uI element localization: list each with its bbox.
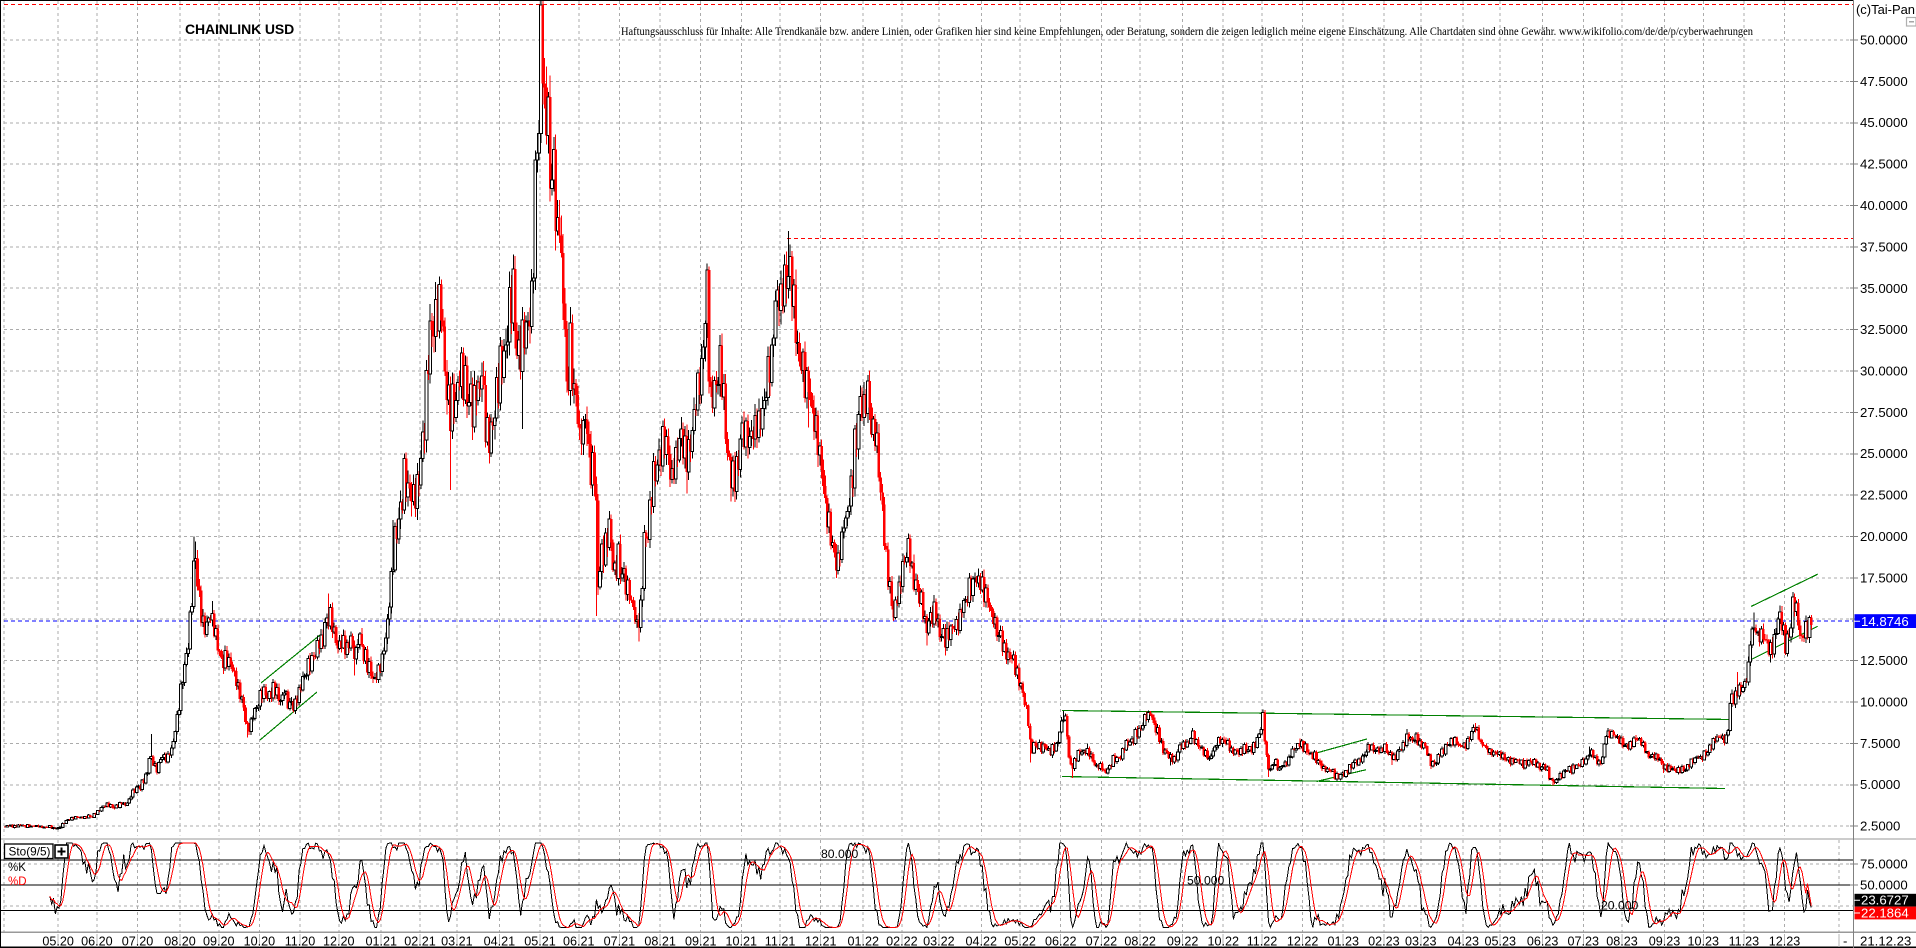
svg-text:06.22: 06.22 <box>1045 934 1077 948</box>
svg-text:01.22: 01.22 <box>847 934 879 948</box>
svg-text:-: - <box>1843 934 1847 948</box>
svg-text:12.22: 12.22 <box>1287 934 1319 948</box>
svg-text:09.20: 09.20 <box>203 934 235 948</box>
svg-text:06.21: 06.21 <box>563 934 595 948</box>
svg-text:5.0000: 5.0000 <box>1860 777 1900 792</box>
svg-text:07.22: 07.22 <box>1086 934 1118 948</box>
svg-text:09.22: 09.22 <box>1167 934 1199 948</box>
svg-text:11.20: 11.20 <box>285 934 316 948</box>
svg-text:01.21: 01.21 <box>365 934 397 948</box>
svg-text:01.23: 01.23 <box>1327 934 1359 948</box>
svg-text:20.000: 20.000 <box>1601 899 1638 913</box>
svg-text:07.21: 07.21 <box>604 934 636 948</box>
svg-text:22.5000: 22.5000 <box>1860 488 1908 503</box>
svg-text:CHAINLINK USD: CHAINLINK USD <box>185 21 294 37</box>
svg-text:2.5000: 2.5000 <box>1860 819 1900 834</box>
svg-text:08.23: 08.23 <box>1606 934 1638 948</box>
svg-text:14.8746: 14.8746 <box>1861 614 1909 629</box>
svg-text:50.0000: 50.0000 <box>1860 878 1908 893</box>
svg-text:12.20: 12.20 <box>323 934 355 948</box>
svg-text:21.12.23: 21.12.23 <box>1860 934 1911 948</box>
svg-text:32.5000: 32.5000 <box>1860 322 1908 337</box>
svg-text:12.5000: 12.5000 <box>1860 653 1908 668</box>
svg-text:45.0000: 45.0000 <box>1860 115 1908 130</box>
svg-text:22.1864: 22.1864 <box>1861 905 1909 920</box>
svg-text:Sto(9/5): Sto(9/5) <box>9 845 51 859</box>
svg-text:23.6727: 23.6727 <box>1861 893 1909 908</box>
svg-text:07.20: 07.20 <box>122 934 154 948</box>
svg-text:04.23: 04.23 <box>1447 934 1479 948</box>
svg-text:02.22: 02.22 <box>886 934 918 948</box>
svg-text:30.0000: 30.0000 <box>1860 364 1908 379</box>
svg-text:05.20: 05.20 <box>42 934 74 948</box>
svg-text:75.0000: 75.0000 <box>1860 857 1908 872</box>
svg-text:12.21: 12.21 <box>805 934 837 948</box>
svg-text:37.5000: 37.5000 <box>1860 239 1908 254</box>
svg-text:11.23: 11.23 <box>1729 934 1760 948</box>
svg-text:04.22: 04.22 <box>966 934 998 948</box>
svg-text:50.0000: 50.0000 <box>1860 33 1908 48</box>
svg-text:09.21: 09.21 <box>685 934 717 948</box>
svg-text:10.21: 10.21 <box>726 934 758 948</box>
svg-text:47.5000: 47.5000 <box>1860 74 1908 89</box>
svg-text:03.22: 03.22 <box>923 934 955 948</box>
svg-text:20.0000: 20.0000 <box>1860 529 1908 544</box>
svg-text:03.23: 03.23 <box>1405 934 1437 948</box>
svg-text:06.23: 06.23 <box>1527 934 1559 948</box>
svg-text:10.20: 10.20 <box>244 934 276 948</box>
svg-text:27.5000: 27.5000 <box>1860 405 1908 420</box>
svg-text:10.22: 10.22 <box>1207 934 1239 948</box>
svg-text:02.23: 02.23 <box>1368 934 1400 948</box>
svg-text:11.22: 11.22 <box>1247 934 1278 948</box>
svg-text:%K: %K <box>8 862 26 874</box>
svg-text:07.23: 07.23 <box>1568 934 1600 948</box>
svg-text:7.5000: 7.5000 <box>1860 736 1900 751</box>
svg-text:04.21: 04.21 <box>484 934 516 948</box>
svg-text:35.0000: 35.0000 <box>1860 281 1908 296</box>
svg-text:08.21: 08.21 <box>644 934 676 948</box>
svg-text:Haftungsausschluss für Inhalte: Haftungsausschluss für Inhalte: Alle Tre… <box>621 26 1753 38</box>
svg-text:50.000: 50.000 <box>1187 874 1224 888</box>
svg-text:06.20: 06.20 <box>81 934 113 948</box>
svg-text:40.0000: 40.0000 <box>1860 198 1908 213</box>
svg-text:05.21: 05.21 <box>524 934 556 948</box>
svg-text:09.23: 09.23 <box>1649 934 1681 948</box>
svg-text:11.21: 11.21 <box>765 934 796 948</box>
svg-text:(c)Tai-Pan: (c)Tai-Pan <box>1856 2 1915 17</box>
svg-text:05.22: 05.22 <box>1004 934 1036 948</box>
svg-text:10.23: 10.23 <box>1688 934 1720 948</box>
svg-text:10.0000: 10.0000 <box>1860 695 1908 710</box>
svg-text:05.23: 05.23 <box>1484 934 1516 948</box>
svg-text:12.23: 12.23 <box>1769 934 1801 948</box>
svg-text:25.0000: 25.0000 <box>1860 446 1908 461</box>
svg-text:08.22: 08.22 <box>1124 934 1156 948</box>
svg-text:17.5000: 17.5000 <box>1860 570 1908 585</box>
svg-text:08.20: 08.20 <box>164 934 196 948</box>
svg-text:42.5000: 42.5000 <box>1860 157 1908 172</box>
svg-text:03.21: 03.21 <box>441 934 473 948</box>
svg-text:02.21: 02.21 <box>404 934 436 948</box>
svg-text:80.000: 80.000 <box>821 847 858 861</box>
svg-text:%D: %D <box>8 876 27 888</box>
